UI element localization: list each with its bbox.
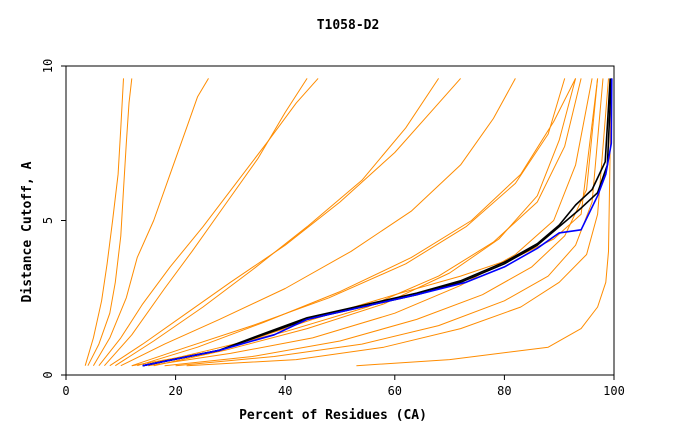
y-axis-label: Distance Cutoff, A bbox=[20, 161, 35, 302]
series-line-20 bbox=[142, 78, 611, 367]
series-line-4 bbox=[109, 78, 461, 367]
series-line-3 bbox=[98, 78, 319, 367]
tick-layer: 0 20 40 60 80 100 0 5 10 bbox=[41, 59, 625, 398]
plot-frame bbox=[65, 65, 615, 376]
series-line-12 bbox=[356, 78, 612, 367]
series-line-8 bbox=[148, 78, 593, 367]
series-line-21 bbox=[142, 78, 613, 367]
x-tick-label: 20 bbox=[168, 384, 182, 398]
series-line-2 bbox=[92, 78, 209, 366]
x-tick-label: 0 bbox=[62, 384, 69, 398]
series-line-15 bbox=[104, 78, 308, 367]
series-line-17 bbox=[137, 78, 577, 367]
series-line-16 bbox=[115, 78, 440, 367]
x-axis-label: Percent of Residues (CA) bbox=[239, 408, 427, 423]
series-line-18 bbox=[153, 78, 577, 367]
x-tick-label: 80 bbox=[497, 384, 511, 398]
x-tick-label: 100 bbox=[603, 384, 625, 398]
y-tick-label: 5 bbox=[41, 217, 55, 224]
series-line-19 bbox=[142, 78, 613, 367]
series-line-9 bbox=[164, 78, 599, 367]
y-tick-label: 0 bbox=[41, 371, 55, 378]
series-line-6 bbox=[131, 78, 566, 367]
series-layer bbox=[84, 78, 613, 367]
x-tick-label: 60 bbox=[388, 384, 402, 398]
y-tick-label: 10 bbox=[41, 59, 55, 73]
x-tick-label: 40 bbox=[278, 384, 292, 398]
series-line-11 bbox=[186, 78, 609, 367]
series-line-5 bbox=[120, 78, 516, 367]
series-line-14 bbox=[84, 78, 124, 366]
series-line-10 bbox=[175, 78, 604, 367]
series-line-1 bbox=[87, 78, 133, 366]
chart-title: T1058-D2 bbox=[317, 18, 380, 33]
